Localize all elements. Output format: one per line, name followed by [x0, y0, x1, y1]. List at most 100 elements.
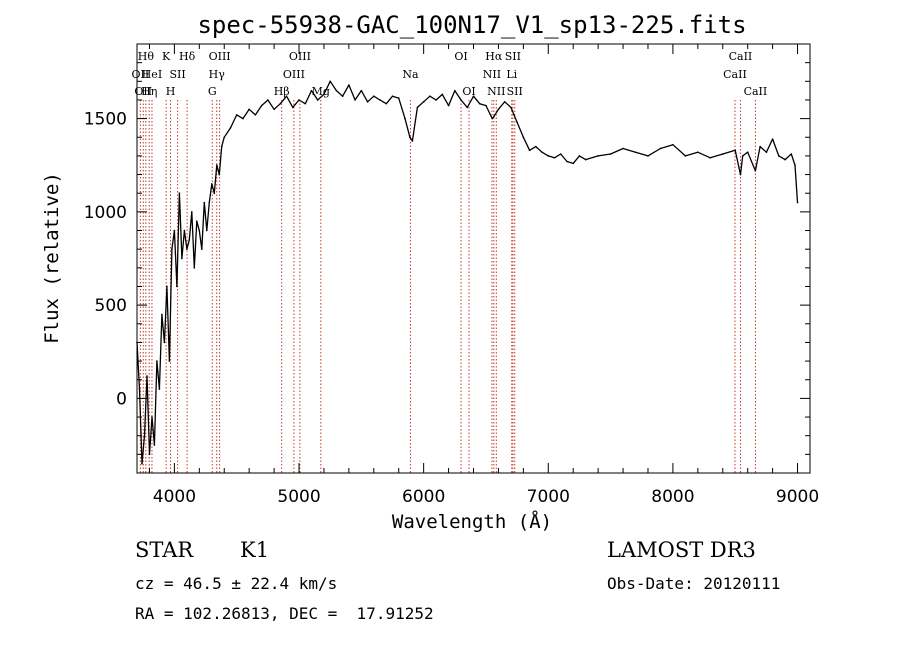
y-tick-label: 1000: [84, 203, 127, 223]
x-tick-label: 5000: [277, 487, 320, 507]
flux-point-33: [218, 173, 221, 176]
flux-point-81: [497, 108, 500, 111]
flux-point-91: [559, 153, 562, 155]
flux-point-55: [348, 84, 350, 86]
flux-point-48: [304, 102, 307, 105]
flux-point-106: [721, 153, 724, 155]
flux-point-15: [173, 229, 176, 232]
flux-point-96: [597, 155, 599, 157]
flux-point-17: [178, 192, 181, 195]
x-tick-label: 8000: [651, 487, 694, 507]
flux-point-16: [176, 285, 178, 288]
y-axis: 0 500 1000 1500: [84, 62, 810, 474]
flux-point-13: [168, 360, 171, 362]
flux-point-86: [528, 149, 531, 152]
flux-point-105: [709, 156, 712, 159]
observation-date: Obs-Date: 20120111: [607, 574, 781, 593]
flux-point-92: [566, 160, 568, 163]
line-label-1: OII: [134, 85, 152, 98]
flux-point-110: [746, 151, 749, 153]
flux-point-115: [778, 155, 780, 157]
flux-point-66: [411, 140, 414, 142]
line-label-19: NII: [483, 68, 501, 81]
flux-point-39: [248, 108, 250, 111]
flux-point-98: [622, 147, 624, 150]
flux-point-21: [188, 239, 191, 241]
flux-point-118: [794, 164, 796, 167]
flux-point-36: [229, 127, 232, 129]
flux-point-84: [516, 121, 518, 124]
flux-point-57: [360, 89, 363, 92]
redshift-velocity: cz = 46.5 ± 22.4 km/s: [135, 574, 338, 593]
flux-point-88: [541, 151, 543, 153]
flux-point-19: [183, 229, 186, 232]
flux-point-42: [267, 99, 269, 101]
flux-point-56: [354, 99, 356, 101]
x-tick-label: 4000: [153, 487, 196, 507]
flux-point-90: [553, 156, 556, 159]
flux-point-103: [684, 155, 687, 157]
flux-point-117: [790, 153, 793, 155]
x-tick-label: 7000: [527, 487, 570, 507]
chart-title: spec-55938-GAC_100N17_V1_sp13-225.fits: [197, 11, 746, 39]
x-axis: 4000 5000 6000 7000 8000 9000: [148, 44, 819, 507]
flux-point-64: [404, 117, 406, 120]
line-label-4: HeI: [142, 68, 162, 81]
line-label-22: Li: [506, 68, 517, 81]
object-class: STAR: [135, 538, 194, 562]
flux-point-1: [138, 388, 141, 390]
flux-point-97: [609, 153, 612, 155]
flux-point-82: [503, 101, 506, 103]
flux-point-26: [201, 248, 203, 250]
line-label-0: OII: [132, 68, 150, 81]
flux-point-27: [203, 201, 206, 204]
flux-point-52: [329, 80, 331, 83]
flux-point-23: [193, 267, 196, 269]
flux-point-40: [254, 114, 257, 116]
line-label-15: Mg: [312, 85, 330, 98]
flux-point-43: [273, 108, 275, 111]
flux-point-20: [186, 248, 188, 250]
flux-point-41: [260, 104, 263, 107]
flux-point-99: [634, 151, 637, 153]
flux-point-109: [741, 155, 744, 157]
flux-point-12: [166, 285, 168, 288]
flux-point-87: [535, 145, 537, 148]
flux-point-11: [163, 341, 166, 344]
x-tick-label: 6000: [402, 487, 445, 507]
line-label-27: CaII: [744, 85, 768, 98]
flux-point-78: [485, 104, 487, 107]
survey-name: LAMOST DR3: [607, 538, 756, 562]
line-label-5: K: [162, 50, 171, 63]
flux-point-62: [391, 95, 394, 98]
flux-point-9: [158, 388, 161, 390]
flux-point-50: [316, 99, 319, 101]
line-label-25: CaII: [723, 68, 747, 81]
object-subclass: K1: [240, 538, 270, 562]
flux-point-32: [215, 164, 218, 167]
flux-point-44: [279, 102, 282, 105]
flux-point-3: [143, 434, 146, 437]
flux-point-94: [578, 155, 581, 157]
line-label-24: SII: [507, 85, 523, 98]
flux-point-67: [416, 106, 419, 109]
flux-point-7: [153, 444, 156, 446]
line-label-2: Hθ: [138, 50, 155, 63]
flux-point-85: [522, 136, 525, 139]
flux-point-38: [242, 117, 244, 120]
x-axis-label: Wavelength (Å): [392, 510, 552, 533]
flux-point-119: [796, 201, 799, 204]
line-label-7: SII: [170, 68, 186, 81]
flux-point-102: [672, 143, 674, 146]
flux-point-22: [191, 211, 193, 213]
flux-point-61: [385, 102, 388, 105]
flux-point-65: [409, 136, 411, 139]
flux-point-6: [151, 416, 153, 418]
flux-point-28: [205, 229, 208, 232]
flux-point-74: [460, 99, 462, 101]
line-label-16: Na: [402, 68, 419, 81]
line-label-8: Hδ: [179, 50, 196, 63]
y-tick-label: 500: [95, 296, 127, 316]
flux-point-111: [754, 170, 757, 172]
